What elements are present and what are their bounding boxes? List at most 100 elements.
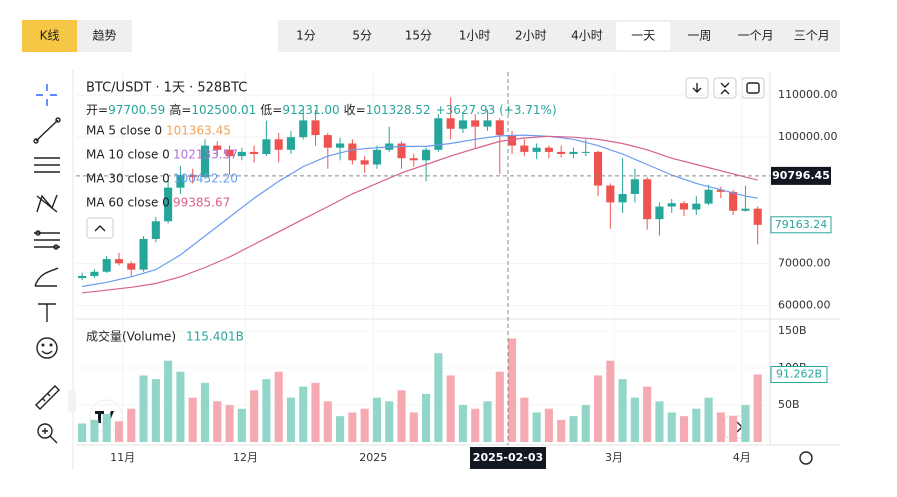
candle-body xyxy=(102,259,111,272)
ohlc-value: 102500.01 xyxy=(191,103,256,117)
candle-body xyxy=(679,203,689,210)
line-tool[interactable] xyxy=(33,117,61,144)
ma-value: 99385.67 xyxy=(173,196,230,210)
interval-selected xyxy=(616,22,671,50)
volume-bar xyxy=(274,371,283,442)
pattern-tool[interactable] xyxy=(36,194,58,213)
volume-bar xyxy=(127,408,136,442)
volume-bar xyxy=(679,416,689,442)
candle-body xyxy=(507,135,517,146)
volume-bar xyxy=(532,412,541,442)
volume-bar xyxy=(581,405,590,442)
ma-value: 101363.45 xyxy=(166,124,231,138)
volume-bar xyxy=(495,371,504,442)
volume-bar xyxy=(593,375,603,442)
crosshair-price: 90796.45 xyxy=(772,169,830,182)
ma-value: 102133.57 xyxy=(173,148,238,162)
candle-body xyxy=(495,120,504,136)
y-tick-label: 100000.00 xyxy=(778,130,838,143)
interval-label: 一个月 xyxy=(738,29,774,43)
volume-bar xyxy=(667,412,676,442)
candle-body xyxy=(655,206,664,220)
interval-label: 一天 xyxy=(631,29,655,43)
candle-body xyxy=(372,149,381,165)
volume-bar xyxy=(323,401,332,442)
candle-body xyxy=(729,191,738,211)
volume-bar xyxy=(409,412,418,442)
candle-body xyxy=(630,179,639,194)
volume-bar xyxy=(507,338,517,442)
channel-tool[interactable] xyxy=(34,157,60,173)
text-tool[interactable] xyxy=(38,303,56,322)
volume-bar xyxy=(471,408,480,442)
candle-body xyxy=(311,120,320,136)
volume-bar xyxy=(483,401,492,442)
volume-bar xyxy=(114,421,124,442)
candle-body xyxy=(188,175,197,178)
crosshair-price-box xyxy=(771,166,831,185)
ohlc-value: 101328.52 xyxy=(366,103,431,117)
interval-label: 5分 xyxy=(352,29,372,43)
candle-body xyxy=(250,151,259,154)
settings-button[interactable] xyxy=(799,451,813,465)
volume-bar xyxy=(569,416,578,442)
candle-body xyxy=(643,179,652,220)
brush-tool[interactable] xyxy=(34,267,59,287)
candle-body xyxy=(237,151,246,157)
x-tick-label: 4月 xyxy=(733,451,751,464)
candle-body xyxy=(606,185,615,203)
candle-body xyxy=(225,149,234,157)
interval-bar xyxy=(278,20,840,52)
candle-body xyxy=(139,238,148,270)
volume-bar xyxy=(200,382,210,442)
candle-body xyxy=(151,221,160,239)
volume-current: 115.401B xyxy=(186,330,244,344)
ohlc-key: 低= xyxy=(260,103,282,117)
last-price-box xyxy=(770,216,832,234)
volume-bar xyxy=(643,386,652,442)
fit-button[interactable] xyxy=(713,77,737,99)
candle-body xyxy=(741,208,750,211)
y-tick-label: 110000.00 xyxy=(778,88,838,101)
volume-bar xyxy=(544,408,553,442)
volume-bar xyxy=(606,360,615,442)
volume-bar xyxy=(237,408,246,442)
volume-bar xyxy=(422,393,431,442)
volume-bar xyxy=(139,375,148,442)
ma-line xyxy=(81,134,758,288)
candle-body xyxy=(716,189,725,192)
emoji-tool[interactable] xyxy=(36,337,58,359)
x-tick-label: 2025 xyxy=(359,451,387,464)
volume-bar xyxy=(299,386,308,442)
ma-line xyxy=(82,135,758,294)
volume-bar xyxy=(225,405,234,442)
collapse-button[interactable] xyxy=(86,217,114,239)
change: +3627.93 (+3.71%) xyxy=(436,103,557,117)
ohlc-key: 收= xyxy=(344,103,366,117)
candle-body xyxy=(753,208,762,225)
ruler-tool[interactable] xyxy=(35,385,60,410)
interval-label: 15分 xyxy=(405,29,432,43)
fib-tool[interactable] xyxy=(34,230,60,250)
zoom-tool[interactable] xyxy=(37,423,58,444)
volume-bar xyxy=(286,397,296,442)
candle-body xyxy=(532,147,541,152)
candle-body xyxy=(581,151,590,153)
ohlc-key: 开= xyxy=(86,103,108,117)
tab-label: K线 xyxy=(40,29,60,43)
volume-bar xyxy=(188,397,197,442)
interval-label: 4小时 xyxy=(571,29,603,43)
tab[interactable] xyxy=(77,20,132,52)
toolbar-toggle[interactable] xyxy=(68,390,76,412)
candle-body xyxy=(618,193,627,203)
ohlc-value: 91231.00 xyxy=(282,103,339,117)
ma-name: MA 60 close 0 xyxy=(86,196,170,210)
fullscreen-icon xyxy=(746,82,760,94)
crosshair-tool[interactable] xyxy=(36,84,57,106)
volume-bar xyxy=(434,353,443,442)
volume-bar xyxy=(692,408,701,442)
ma-name: MA 10 close 0 xyxy=(86,148,170,162)
tab[interactable] xyxy=(22,20,77,52)
candle-body xyxy=(200,145,210,178)
